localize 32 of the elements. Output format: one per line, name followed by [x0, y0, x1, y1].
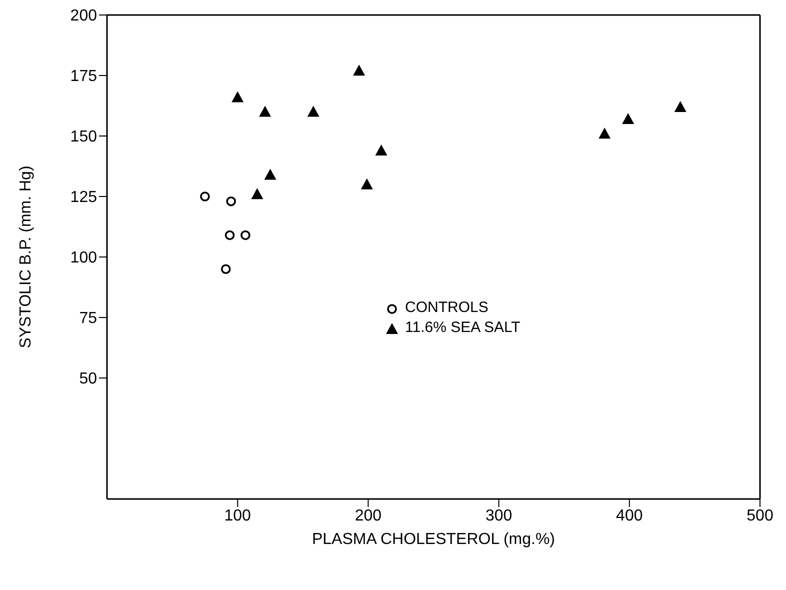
x-tick-label: 400 [616, 507, 643, 524]
point [674, 100, 686, 112]
x-tick-label: 300 [485, 507, 512, 524]
point [200, 192, 210, 202]
point [240, 230, 250, 240]
point [307, 106, 320, 117]
point [622, 113, 634, 124]
point [353, 64, 366, 76]
point [598, 128, 611, 139]
y-tick-label: 100 [70, 250, 98, 267]
x-tick-label: 100 [224, 507, 252, 524]
y-tick-label: 150 [70, 128, 98, 146]
point [251, 188, 264, 200]
y-tick-label: 200 [70, 8, 98, 25]
point [259, 106, 272, 117]
point [224, 230, 235, 240]
x-axis-title: PLASMA CHOLESTEROL (mg.%) [312, 531, 556, 548]
legend-label: CONTROLS [405, 298, 488, 318]
point [360, 178, 373, 190]
y-tick-label: 75 [79, 310, 98, 328]
x-tick-label: 200 [354, 507, 382, 524]
point [264, 168, 276, 180]
point [220, 264, 231, 274]
x-tick-label: 500 [746, 507, 774, 524]
point [375, 144, 388, 156]
y-tick-label: 175 [70, 68, 98, 86]
y-tick-label: 50 [79, 370, 98, 388]
point [226, 196, 236, 206]
y-axis-title: SYSTOLIC B.P. (mm. Hg) [18, 166, 35, 348]
y-tick-label: 125 [70, 189, 98, 206]
legend-label: 11.6% SEA SALT [405, 318, 520, 338]
point [232, 91, 244, 102]
